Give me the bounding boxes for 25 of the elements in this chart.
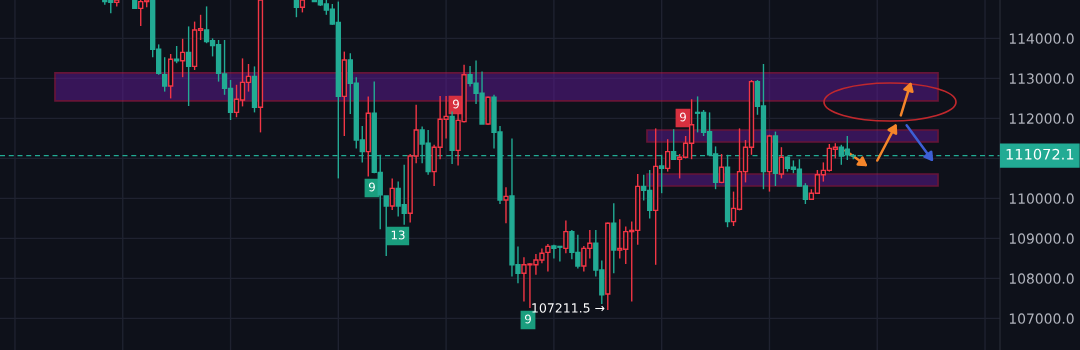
candlestick xyxy=(718,153,725,184)
y-tick-label: 114000.0 xyxy=(1009,33,1074,44)
annotation: 107211.5 → xyxy=(532,303,605,313)
annotation: 9 xyxy=(679,112,686,122)
candlestick xyxy=(503,186,509,224)
ref-line-label: 111072.1 xyxy=(1006,148,1074,160)
candlestick xyxy=(185,25,192,107)
candlestick xyxy=(383,195,389,257)
y-tick-label: 108000.0 xyxy=(1009,273,1074,284)
annotation: 9 xyxy=(452,99,459,109)
annotation: 9 xyxy=(524,314,531,324)
y-tick-label: 112000.0 xyxy=(1009,113,1074,124)
y-tick-label: 107000.0 xyxy=(1009,313,1074,324)
y-tick-label: 113000.0 xyxy=(1009,73,1074,84)
candlestick xyxy=(161,56,168,93)
y-tick-label: 109000.0 xyxy=(1009,233,1074,244)
annotation: 9 xyxy=(368,182,375,192)
candlestick xyxy=(545,243,551,273)
candlestick xyxy=(389,177,395,211)
candlestick xyxy=(179,38,186,78)
annotation: 13 xyxy=(391,230,405,240)
y-tick-label: 110000.0 xyxy=(1009,193,1074,204)
candlestick xyxy=(664,138,671,173)
candlestick xyxy=(778,146,785,180)
candlestick xyxy=(563,219,569,254)
